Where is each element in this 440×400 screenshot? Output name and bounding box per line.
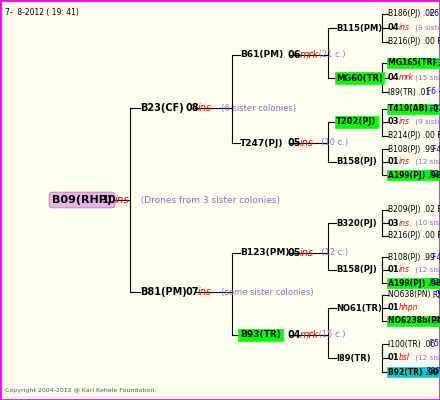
Text: ins: ins <box>198 103 212 113</box>
Text: F4 -NO6294R: F4 -NO6294R <box>434 316 440 326</box>
Text: (10 c.): (10 c.) <box>316 138 348 148</box>
Text: 05: 05 <box>288 248 301 258</box>
Text: F2 -Cankiri97Q: F2 -Cankiri97Q <box>425 278 440 288</box>
Text: (15 c.): (15 c.) <box>316 330 345 340</box>
Text: 05: 05 <box>288 138 301 148</box>
Text: ins: ins <box>399 24 410 32</box>
Text: A199(PJ) .98: A199(PJ) .98 <box>388 278 440 288</box>
Text: NO6238b(PN) .99: NO6238b(PN) .99 <box>388 316 440 326</box>
Text: ins: ins <box>300 138 314 148</box>
Text: bsl: bsl <box>399 354 410 362</box>
Text: 01: 01 <box>388 354 400 362</box>
Text: (12 sister colonies): (12 sister colonies) <box>413 355 440 361</box>
Text: 07: 07 <box>185 287 198 297</box>
Text: B216(PJ) .00 F11 -AthosS180R: B216(PJ) .00 F11 -AthosS180R <box>388 232 440 240</box>
Text: T202(PJ): T202(PJ) <box>336 118 376 126</box>
Text: F5 -NO6294R: F5 -NO6294R <box>428 290 440 300</box>
Text: B320(PJ): B320(PJ) <box>336 218 377 228</box>
Text: ins: ins <box>300 248 314 258</box>
Text: MG165(TR) .03: MG165(TR) .03 <box>388 58 440 68</box>
Text: (12 sister colonies): (12 sister colonies) <box>413 267 440 273</box>
Text: B23(CF): B23(CF) <box>140 103 184 113</box>
Text: F17 -Sinop62R: F17 -Sinop62R <box>422 368 440 376</box>
Text: B09(RHP): B09(RHP) <box>52 195 112 205</box>
Text: B209(PJ) .02 F12 -AthosS180R: B209(PJ) .02 F12 -AthosS180R <box>388 206 440 214</box>
Text: F3 -MG00R: F3 -MG00R <box>428 58 440 68</box>
Text: 04: 04 <box>388 74 400 82</box>
Text: ins: ins <box>399 118 410 126</box>
Text: (12 c.): (12 c.) <box>316 248 348 258</box>
Text: 01: 01 <box>388 266 400 274</box>
Text: B158(PJ): B158(PJ) <box>336 158 377 166</box>
Text: T247(PJ): T247(PJ) <box>240 138 283 148</box>
Text: B81(PM): B81(PM) <box>140 287 187 297</box>
Text: B92(TR) .99: B92(TR) .99 <box>388 368 439 376</box>
Text: (21 c.): (21 c.) <box>316 50 345 60</box>
Text: (Drones from 3 sister colonies): (Drones from 3 sister colonies) <box>135 196 280 204</box>
Text: 04: 04 <box>388 24 400 32</box>
Text: F1 -Athos00R: F1 -Athos00R <box>425 104 440 114</box>
Text: 03: 03 <box>388 218 400 228</box>
Text: B186(PJ) .02: B186(PJ) .02 <box>388 10 435 18</box>
Text: F4 -Takab93R: F4 -Takab93R <box>425 144 440 154</box>
Text: B216(PJ) .00 F11 -AthosS180R: B216(PJ) .00 F11 -AthosS180R <box>388 38 440 46</box>
Text: (some sister colonies): (some sister colonies) <box>216 288 314 296</box>
Text: mrk: mrk <box>300 330 319 340</box>
Text: B93(TR): B93(TR) <box>240 330 281 340</box>
Text: NO61(TR): NO61(TR) <box>336 304 382 312</box>
Text: NO638(PN) .00: NO638(PN) .00 <box>388 290 440 300</box>
Text: B108(PJ) .99: B108(PJ) .99 <box>388 252 435 262</box>
Text: 01: 01 <box>388 304 400 312</box>
Text: 04: 04 <box>288 330 301 340</box>
Text: (15 sister colonies): (15 sister colonies) <box>413 75 440 81</box>
Text: F4 -Takab93R: F4 -Takab93R <box>425 252 440 262</box>
Text: I89(TR): I89(TR) <box>336 354 370 362</box>
Text: 06: 06 <box>288 50 301 60</box>
Text: ins: ins <box>399 158 410 166</box>
Text: B214(PJ) .00 F11 -AthosS180R: B214(PJ) .00 F11 -AthosS180R <box>388 132 440 140</box>
Text: F6 -Takab93aR: F6 -Takab93aR <box>422 88 440 96</box>
Text: (9 sister colonies): (9 sister colonies) <box>413 25 440 31</box>
Text: 10: 10 <box>102 195 117 205</box>
Text: I89(TR) .01: I89(TR) .01 <box>388 88 430 96</box>
Text: B158(PJ): B158(PJ) <box>336 266 377 274</box>
Text: B115(PM): B115(PM) <box>336 24 382 32</box>
Text: T419(AB) .02: T419(AB) .02 <box>388 104 440 114</box>
Text: ins: ins <box>115 195 130 205</box>
Text: B61(PM): B61(PM) <box>240 50 283 60</box>
Text: 7-  8-2012 ( 19: 41): 7- 8-2012 ( 19: 41) <box>5 8 79 17</box>
Text: mrk: mrk <box>399 74 414 82</box>
Text: 08: 08 <box>185 103 198 113</box>
Text: Copyright 2004-2012 @ Karl Kehele Foundation.: Copyright 2004-2012 @ Karl Kehele Founda… <box>5 388 157 393</box>
Text: 03: 03 <box>388 118 400 126</box>
Text: ins: ins <box>399 266 410 274</box>
Text: mrk: mrk <box>300 50 319 60</box>
Text: B108(PJ) .99: B108(PJ) .99 <box>388 144 435 154</box>
Text: hhpn: hhpn <box>399 304 418 312</box>
Text: F2 -Cankiri97Q: F2 -Cankiri97Q <box>425 170 440 180</box>
Text: (9 sister colonies): (9 sister colonies) <box>413 119 440 125</box>
Text: I100(TR) .00: I100(TR) .00 <box>388 340 435 348</box>
Text: F6 -Sardast93R: F6 -Sardast93R <box>425 10 440 18</box>
Text: MG60(TR): MG60(TR) <box>336 74 383 82</box>
Text: ins: ins <box>399 218 410 228</box>
Text: F5 -Takab93aR: F5 -Takab93aR <box>425 340 440 348</box>
Text: (10 sister colonies): (10 sister colonies) <box>413 220 440 226</box>
Text: B123(PM): B123(PM) <box>240 248 290 258</box>
Text: A199(PJ) .98: A199(PJ) .98 <box>388 170 440 180</box>
Text: ins: ins <box>198 287 212 297</box>
Text: 01: 01 <box>388 158 400 166</box>
Text: (6 sister colonies): (6 sister colonies) <box>216 104 296 112</box>
Text: (12 sister colonies): (12 sister colonies) <box>413 159 440 165</box>
